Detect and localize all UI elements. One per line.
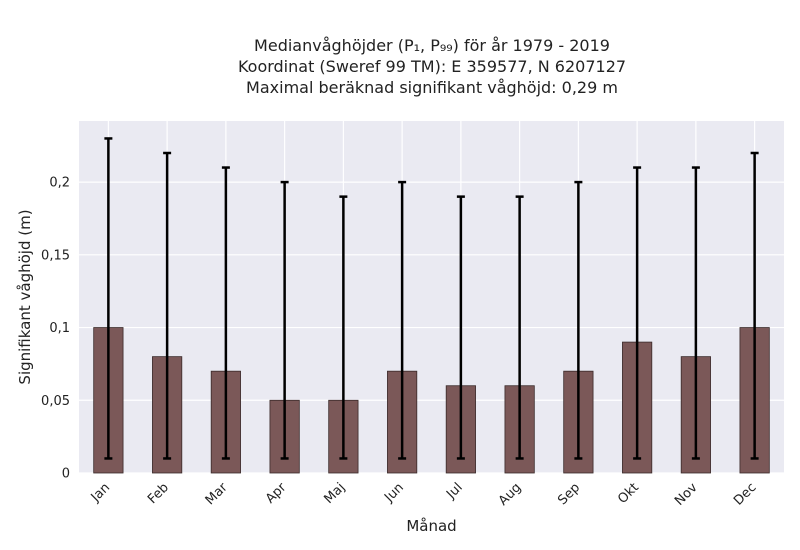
plot-area [79, 121, 784, 473]
error-bar-jun [398, 180, 407, 460]
error-bar-mar [221, 166, 230, 460]
chart-title: Medianvåghöjder (P₁, P₉₉) för år 1979 - … [0, 35, 800, 98]
y-tick-labels: 0 0,05 0,1 0,15 0,2 [41, 176, 70, 482]
x-tick-label-feb: Feb [145, 480, 172, 507]
y-tick-label: 0 [62, 467, 70, 482]
error-bar-okt [633, 166, 642, 460]
title-line-3: Maximal beräknad signifikant våghöjd: 0,… [246, 78, 618, 97]
x-tick-label-jan: Jan [88, 480, 113, 505]
x-tick-label-dec: Dec [731, 480, 759, 508]
x-tick-label-sep: Sep [555, 480, 583, 508]
x-tick-label-jun: Jun [381, 480, 407, 506]
error-bars [104, 137, 759, 460]
x-tick-label-apr: Apr [263, 480, 290, 507]
title-line-2: Koordinat (Sweref 99 TM): E 359577, N 62… [237, 57, 627, 76]
error-bar-aug [515, 195, 524, 460]
error-bar-sep [574, 180, 583, 460]
error-bar-nov [691, 166, 700, 460]
title-line-1: Medianvåghöjder (P₁, P₉₉) för år 1979 - … [254, 36, 610, 55]
x-axis-label: Månad [406, 517, 456, 535]
error-bar-jul [456, 195, 465, 460]
error-bar-feb [163, 151, 172, 460]
y-axis-label: Signifikant våghöjd (m) [16, 209, 34, 384]
x-tick-label-jul: Jul [443, 480, 465, 502]
error-bar-apr [280, 180, 289, 460]
x-tick-label-mar: Mar [203, 480, 231, 508]
x-tick-label-okt: Okt [615, 480, 642, 507]
error-bar-jan [104, 137, 113, 460]
y-tick-label: 0,05 [41, 394, 70, 409]
x-tick-label-maj: Maj [321, 480, 348, 507]
error-bar-maj [339, 195, 348, 460]
y-tick-label: 0,2 [49, 176, 70, 191]
error-bar-dec [750, 151, 759, 460]
y-tick-label: 0,1 [49, 321, 70, 336]
y-tick-label: 0,15 [41, 248, 70, 263]
x-tick-labels: Jan Feb Mar Apr Maj Jun Jul Aug Sep Okt Nov Dec [88, 480, 760, 509]
x-tick-label-aug: Aug [496, 480, 525, 509]
x-tick-label-nov: Nov [672, 480, 701, 509]
